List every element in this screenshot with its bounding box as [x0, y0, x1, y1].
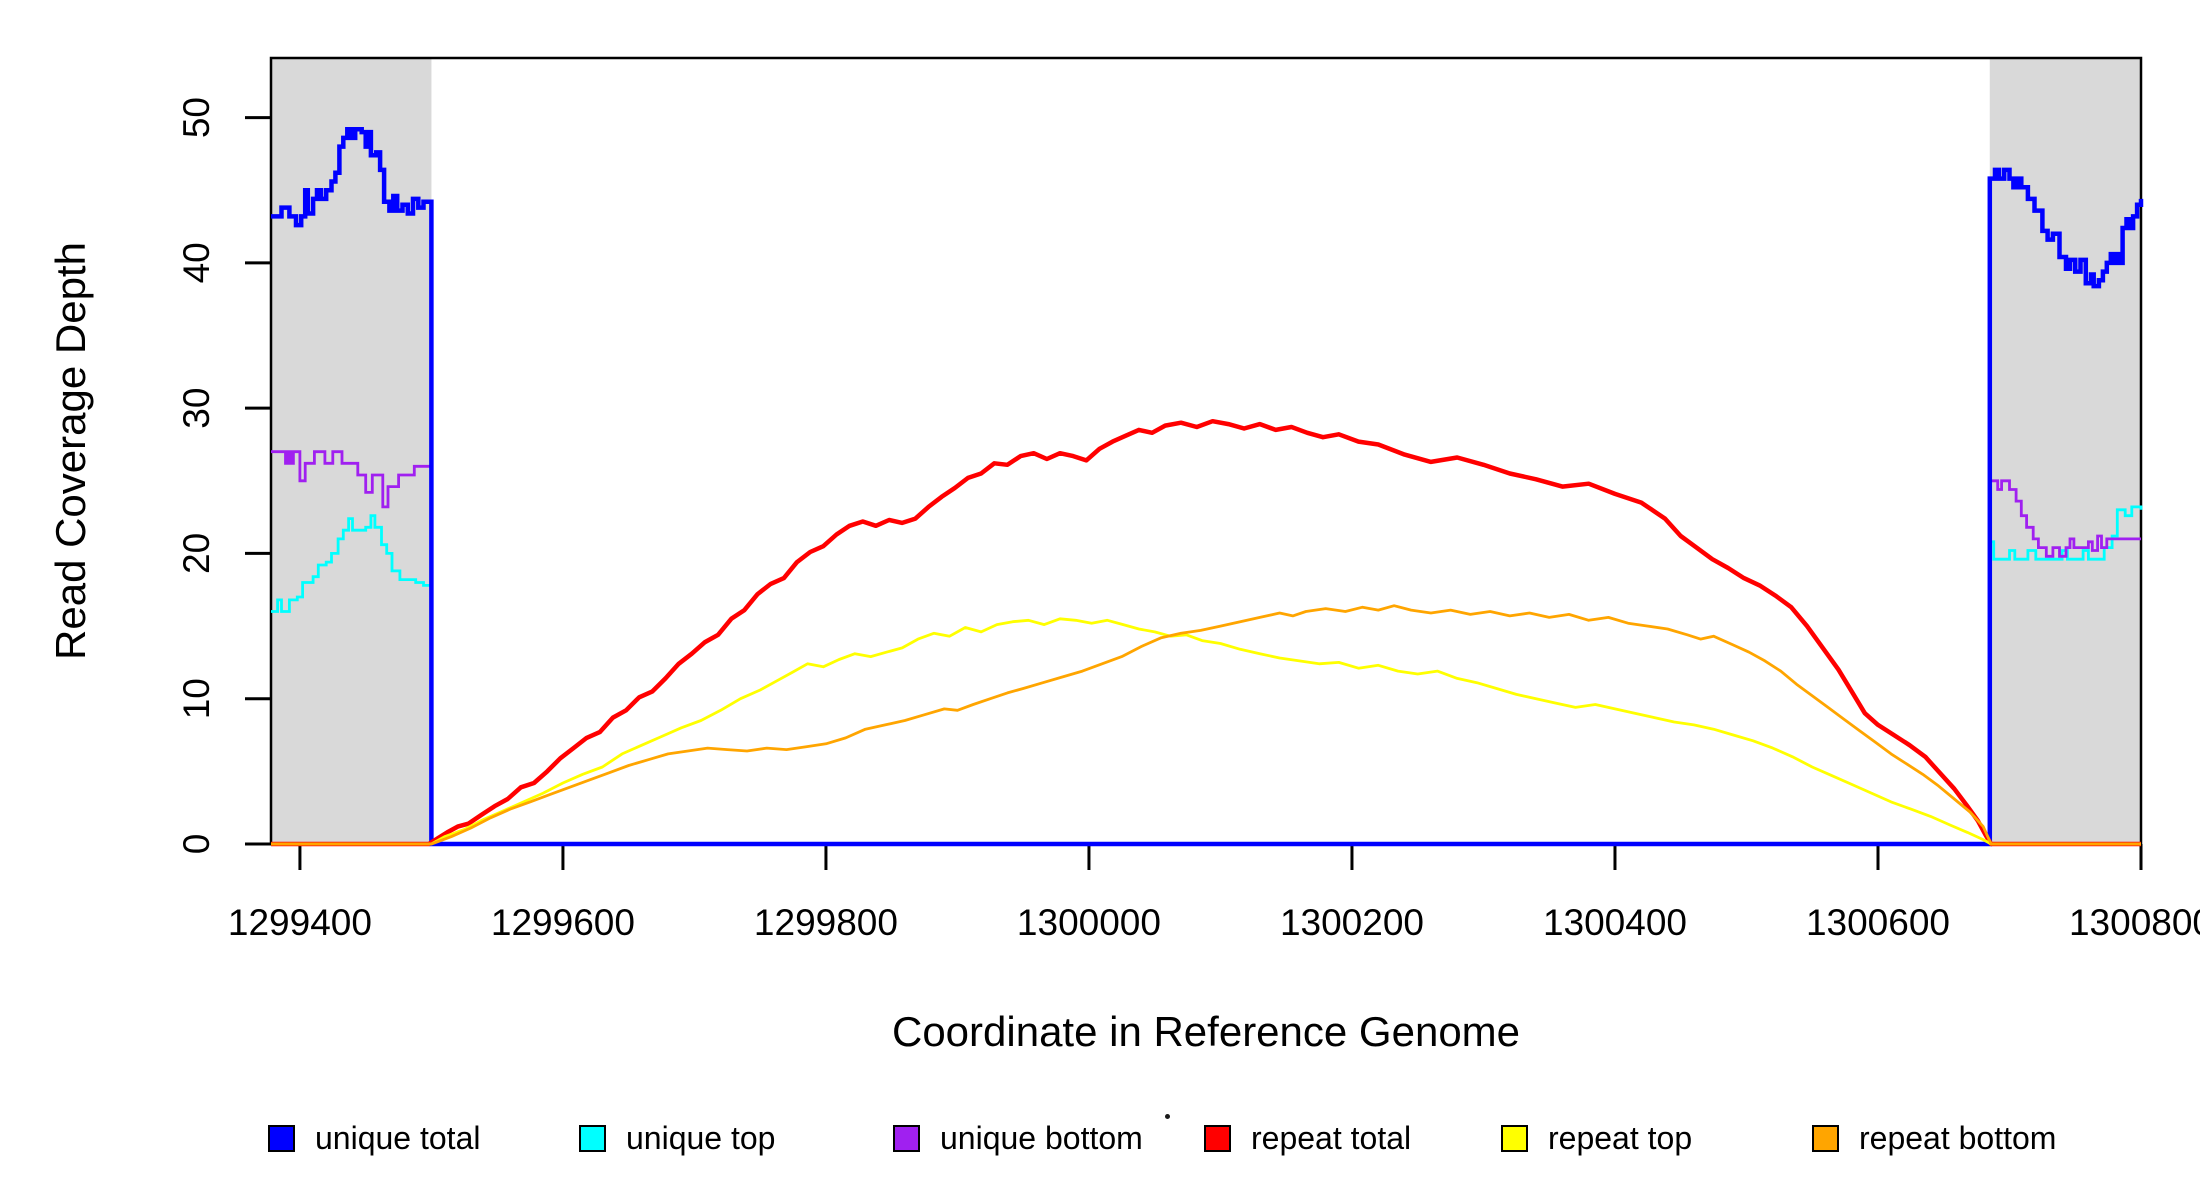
- legend-item-unique-total: unique total: [268, 1120, 480, 1157]
- y-tick-label-0: 0: [176, 834, 217, 855]
- y-axis: 0 10 20 30 40 50: [176, 97, 271, 854]
- stray-dot-artifact: [1165, 1114, 1170, 1119]
- legend-item-repeat-top: repeat top: [1501, 1120, 1692, 1157]
- shaded-flank-regions: [271, 58, 2141, 844]
- legend-label-repeat-bottom: repeat bottom: [1859, 1120, 2057, 1156]
- legend-item-repeat-total: repeat total: [1204, 1120, 1411, 1157]
- y-tick-label-40: 40: [176, 242, 217, 283]
- legend-item-unique-top: unique top: [579, 1120, 775, 1157]
- legend: unique total unique top unique bottom repea…: [0, 1120, 2200, 1200]
- x-tick-label-1299800: 1299800: [754, 902, 898, 943]
- legend-label-repeat-top: repeat top: [1548, 1120, 1693, 1156]
- x-axis: 1299400 1299600 1299800 1300000 1300200 13004…: [228, 844, 2200, 943]
- x-tick-label-1300400: 1300400: [1543, 902, 1687, 943]
- legend-swatch-repeat-total: [1204, 1125, 1231, 1152]
- unique-flank-right: [1989, 58, 2141, 844]
- legend-label-unique-top: unique top: [626, 1120, 776, 1156]
- series-line-unique-bottom: [271, 450, 2141, 846]
- y-tick-label-50: 50: [176, 97, 217, 138]
- y-tick-label-10: 10: [176, 678, 217, 719]
- x-axis-title: Coordinate in Reference Genome: [892, 1008, 1520, 1055]
- x-tick-label-1300800: 1300800: [2069, 902, 2200, 943]
- legend-swatch-repeat-bottom: [1812, 1125, 1839, 1152]
- series-line-repeat-total: [271, 418, 2141, 847]
- y-axis-title: Read Coverage Depth: [47, 242, 94, 660]
- legend-label-unique-bottom: unique bottom: [940, 1120, 1143, 1156]
- y-tick-label-20: 20: [176, 533, 217, 574]
- legend-swatch-unique-total: [268, 1125, 295, 1152]
- x-tick-label-1300600: 1300600: [1806, 902, 1950, 943]
- x-tick-label-1300000: 1300000: [1017, 902, 1161, 943]
- series-line-repeat-bottom: [271, 604, 2141, 846]
- legend-swatch-unique-top: [579, 1125, 606, 1152]
- plot-border-box: [269, 56, 2143, 846]
- plot-frame: [269, 56, 2143, 846]
- series-line-unique-top: [271, 505, 2143, 846]
- y-tick-label-30: 30: [176, 388, 217, 429]
- legend-item-unique-bottom: unique bottom: [893, 1120, 1143, 1157]
- legend-label-unique-total: unique total: [315, 1120, 481, 1156]
- legend-label-repeat-total: repeat total: [1251, 1120, 1412, 1156]
- legend-swatch-unique-bottom: [893, 1125, 920, 1152]
- x-tick-label-1300200: 1300200: [1280, 902, 1424, 943]
- series-line-unique-total: [271, 126, 2144, 847]
- legend-swatch-repeat-top: [1501, 1125, 1528, 1152]
- x-tick-label-1299600: 1299600: [491, 902, 635, 943]
- coverage-series-lines: [271, 126, 2144, 847]
- legend-item-repeat-bottom: repeat bottom: [1812, 1120, 2056, 1157]
- x-tick-label-1299400: 1299400: [228, 902, 372, 943]
